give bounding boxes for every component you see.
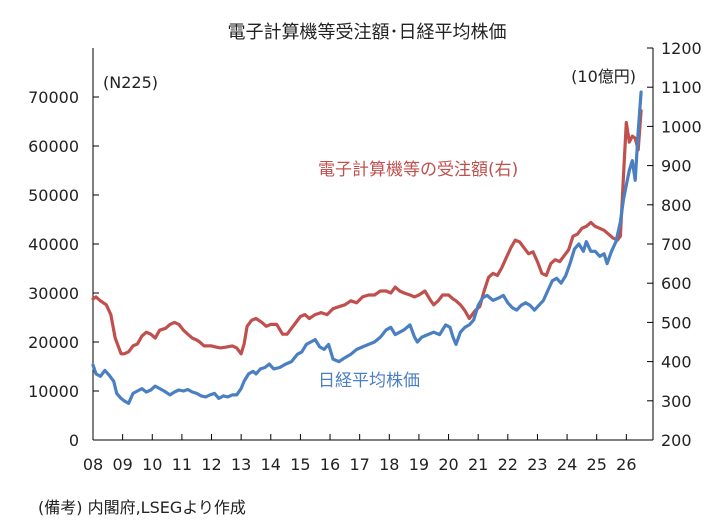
y-right-tick-label: 500: [661, 313, 692, 332]
y-left-tick-label: 30000: [28, 284, 79, 303]
x-tick-label: 20: [438, 455, 458, 474]
y-left-tick-label: 0: [69, 431, 79, 450]
orders-series-line: [91, 109, 643, 356]
x-tick-label: 18: [379, 455, 399, 474]
chart-axes: 0 10000 20000 30000 40000 50000 60000 70000 200 3…: [28, 39, 702, 474]
x-tick-label: 14: [261, 455, 281, 474]
y-left-tick-label: 40000: [28, 235, 79, 254]
y-right-tick-label: 400: [661, 353, 692, 372]
x-tick-label: 10: [142, 455, 162, 474]
y-right-tick-label: 700: [661, 235, 692, 254]
x-tick-label: 16: [320, 455, 340, 474]
x-tick-label: 21: [468, 455, 488, 474]
y-left-tick-label: 70000: [28, 88, 79, 107]
y-right-tick-label: 1000: [661, 117, 702, 136]
y-right-tick-label: 1100: [661, 78, 702, 97]
chart-series: [91, 90, 643, 405]
x-tick-label: 09: [112, 455, 132, 474]
x-tick-label: 19: [409, 455, 429, 474]
x-tick-label: 25: [587, 455, 607, 474]
chart-title: 電子計算機等受注額･日経平均株価: [228, 22, 507, 43]
y-left-tick-label: 20000: [28, 333, 79, 352]
y-right-tick-label: 600: [661, 274, 692, 293]
y-right-tick-label: 900: [661, 157, 692, 176]
x-tick-label: 08: [83, 455, 103, 474]
x-tick-label: 23: [527, 455, 547, 474]
y-right-tick-label: 800: [661, 196, 692, 215]
x-tick-label: 15: [290, 455, 310, 474]
y-left-tick-label: 50000: [28, 186, 79, 205]
nikkei-series-label: 日経平均株価: [318, 371, 420, 391]
y-right-tick-label: 300: [661, 392, 692, 411]
x-tick-label: 17: [349, 455, 369, 474]
y-left-tick-label: 10000: [28, 382, 79, 401]
orders-series-label: 電子計算機等の受注額(右): [318, 160, 518, 180]
y-right-tick-label: 200: [661, 431, 692, 450]
x-tick-label: 12: [201, 455, 221, 474]
right-unit-label: (10億円): [571, 67, 636, 86]
y-right-tick-label: 1200: [661, 39, 702, 58]
left-unit-label: (N225): [103, 73, 158, 92]
y-left-tick-label: 60000: [28, 137, 79, 156]
x-tick-label: 11: [172, 455, 192, 474]
source-note: (備考) 内閣府,LSEGより作成: [38, 498, 246, 517]
x-tick-label: 24: [557, 455, 577, 474]
nikkei-series-line: [91, 90, 643, 405]
x-tick-label: 26: [616, 455, 636, 474]
x-tick-label: 22: [498, 455, 518, 474]
x-tick-label: 13: [231, 455, 251, 474]
